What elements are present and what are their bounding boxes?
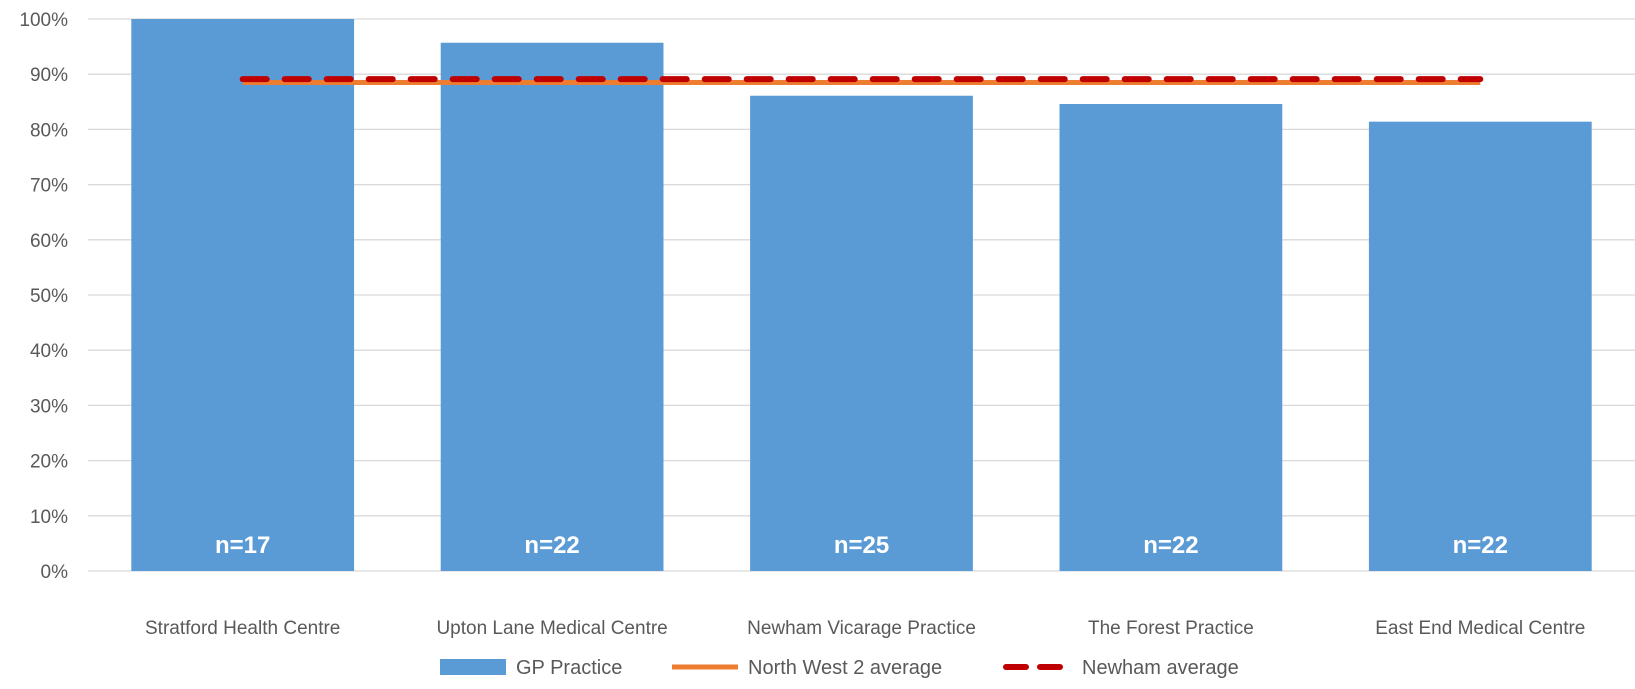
bar-labels: n=17 n=22 n=25 n=22 n=22 xyxy=(215,532,1508,559)
bar xyxy=(440,42,664,571)
y-tick-label: 0% xyxy=(41,562,69,583)
y-tick-label: 30% xyxy=(30,396,68,417)
x-tick-label: East End Medical Centre xyxy=(1375,618,1585,639)
legend-label: Newham average xyxy=(1082,657,1239,679)
y-tick-label: 100% xyxy=(19,10,68,31)
y-tick-label: 90% xyxy=(30,65,68,86)
bar xyxy=(1059,104,1283,572)
y-tick-label: 80% xyxy=(30,120,68,141)
legend-label: North West 2 average xyxy=(748,657,942,679)
bar-data-label: n=22 xyxy=(1143,532,1198,559)
bars xyxy=(131,19,1592,572)
y-tick-label: 70% xyxy=(30,176,68,197)
bar-data-label: n=25 xyxy=(834,532,889,559)
x-tick-label: The Forest Practice xyxy=(1088,618,1254,639)
legend-label: GP Practice xyxy=(516,657,622,679)
legend: GP Practice North West 2 average Newham av… xyxy=(440,657,1239,679)
bar-data-label: n=22 xyxy=(524,532,579,559)
x-tick-label: Stratford Health Centre xyxy=(145,618,340,639)
x-tick-label: Upton Lane Medical Centre xyxy=(436,618,667,639)
bar xyxy=(131,19,355,571)
bar-data-label: n=22 xyxy=(1453,532,1508,559)
x-axis-ticks: Stratford Health Centre Upton Lane Medica… xyxy=(145,618,1585,639)
y-axis-ticks: 0% 10% 20% 30% 40% 50% 60% 70% 80% 90% 100% xyxy=(19,10,68,583)
bar-data-label: n=17 xyxy=(215,532,270,559)
y-tick-label: 10% xyxy=(30,507,68,528)
x-tick-label: Newham Vicarage Practice xyxy=(747,618,976,639)
bar xyxy=(750,95,973,571)
bar xyxy=(1368,121,1592,571)
legend-swatch-gp-practice xyxy=(440,659,506,675)
average-lines xyxy=(239,76,1484,85)
y-tick-label: 20% xyxy=(30,452,68,473)
y-tick-label: 40% xyxy=(30,341,68,362)
y-tick-label: 60% xyxy=(30,231,68,252)
y-tick-label: 50% xyxy=(30,286,68,307)
